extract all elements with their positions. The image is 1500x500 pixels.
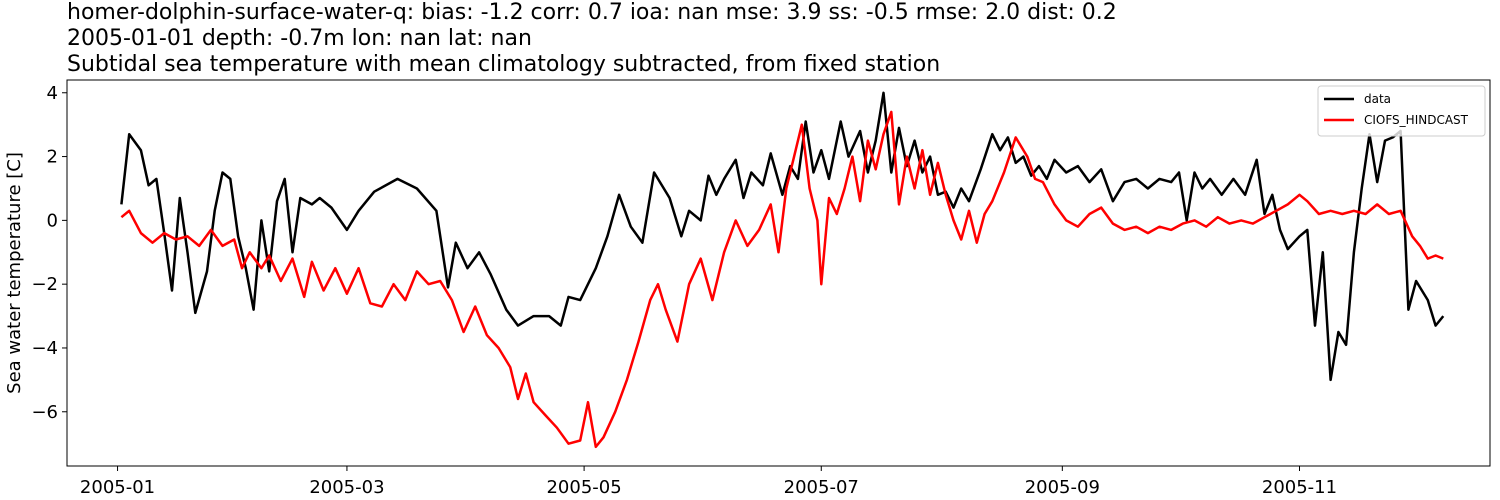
y-axis-label: Sea water temperature [C] <box>4 152 25 394</box>
x-tick-label: 2005-05 <box>546 477 621 498</box>
plot-frame <box>66 79 1491 467</box>
series-line-data <box>120 91 1445 382</box>
y-tick-label: −4 <box>31 338 58 359</box>
series-line-ciofs-hindcast <box>120 110 1444 449</box>
chart-title-line-2: 2005-01-01 depth: -0.7m lon: nan lat: na… <box>67 26 532 51</box>
x-tick-label: 2005-11 <box>1262 477 1337 498</box>
legend-label-ciofs-hindcast: CIOFS_HINDCAST <box>1364 113 1469 127</box>
y-tick-label: −2 <box>31 274 58 295</box>
x-tick-label: 2005-07 <box>784 477 859 498</box>
chart-title-line-1: homer-dolphin-surface-water-q: bias: -1.… <box>67 0 1117 25</box>
y-tick-label: 2 <box>47 147 58 168</box>
legend-label-data: data <box>1364 92 1391 106</box>
legend-box <box>1317 85 1486 137</box>
x-tick-label: 2005-03 <box>309 477 384 498</box>
series-layer <box>120 91 1445 449</box>
y-tick-label: 0 <box>47 210 58 231</box>
chart-title-line-3: Subtidal sea temperature with mean clima… <box>67 52 941 77</box>
x-axis: 2005-01 2005-03 2005-05 2005-07 2005-09 2005-… <box>80 466 1337 498</box>
y-axis: 4 2 0 −2 −4 −6 <box>31 83 67 423</box>
y-tick-label: 4 <box>47 83 58 104</box>
legend: data CIOFS_HINDCAST <box>1317 85 1486 137</box>
x-tick-label: 2005-01 <box>80 477 155 498</box>
y-tick-label: −6 <box>31 402 58 423</box>
chart-title: homer-dolphin-surface-water-q: bias: -1.… <box>67 0 1117 78</box>
x-tick-label: 2005-09 <box>1025 477 1100 498</box>
